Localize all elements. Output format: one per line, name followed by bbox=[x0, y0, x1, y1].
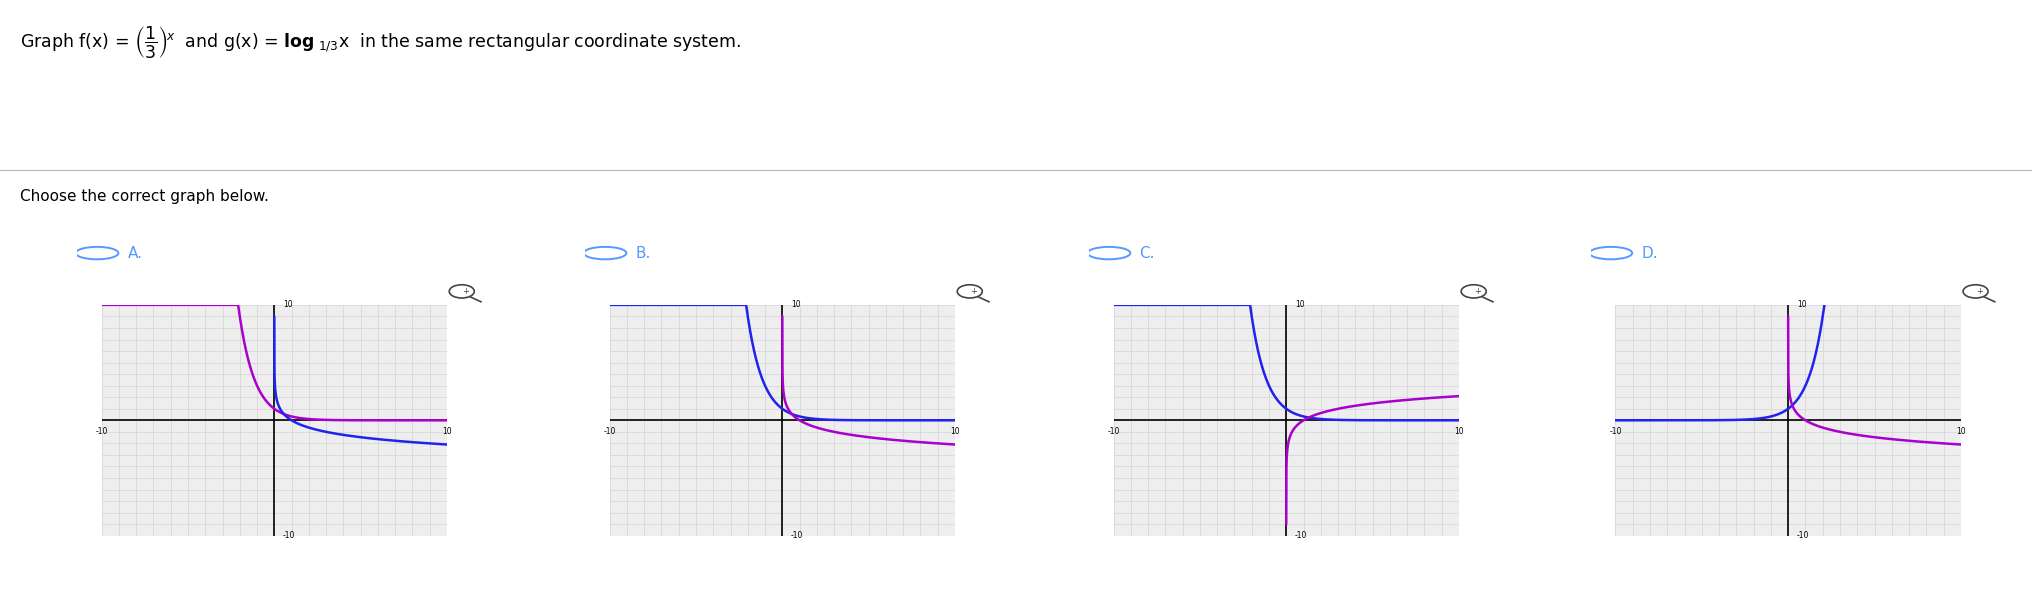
Text: Choose the correct graph below.: Choose the correct graph below. bbox=[20, 189, 268, 204]
Text: -10: -10 bbox=[96, 427, 108, 436]
Text: 10: 10 bbox=[1294, 300, 1305, 310]
Text: +: + bbox=[461, 287, 469, 296]
Text: Graph f(x) = $\left(\dfrac{1}{3}\right)^{\!x}$  and g(x) = $\mathbf{log}_{\ 1/3}: Graph f(x) = $\left(\dfrac{1}{3}\right)^… bbox=[20, 24, 742, 60]
Text: C.: C. bbox=[1140, 246, 1154, 260]
Text: -10: -10 bbox=[790, 531, 803, 540]
Text: -10: -10 bbox=[1107, 427, 1120, 436]
Text: -10: -10 bbox=[1609, 427, 1622, 436]
Text: -10: -10 bbox=[1796, 531, 1808, 540]
Text: -10: -10 bbox=[604, 427, 616, 436]
Text: 10: 10 bbox=[443, 427, 451, 436]
Text: -10: -10 bbox=[282, 531, 295, 540]
Text: +: + bbox=[1473, 287, 1481, 296]
Text: 10: 10 bbox=[951, 427, 959, 436]
Text: 10: 10 bbox=[1796, 300, 1806, 310]
Text: +: + bbox=[1975, 287, 1983, 296]
Text: B.: B. bbox=[636, 246, 650, 260]
Text: 10: 10 bbox=[282, 300, 293, 310]
Text: D.: D. bbox=[1642, 246, 1658, 260]
Text: 10: 10 bbox=[790, 300, 801, 310]
Text: 10: 10 bbox=[1957, 427, 1965, 436]
Text: A.: A. bbox=[128, 246, 142, 260]
Text: -10: -10 bbox=[1294, 531, 1307, 540]
Text: 10: 10 bbox=[1455, 427, 1463, 436]
Text: +: + bbox=[969, 287, 977, 296]
